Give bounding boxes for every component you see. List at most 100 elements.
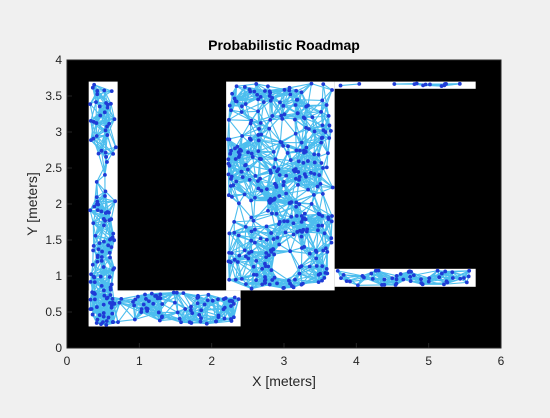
roadmap-edge: [318, 213, 326, 234]
roadmap-edge: [162, 292, 184, 305]
roadmap-edge: [281, 133, 297, 144]
roadmap-node: [293, 167, 298, 171]
roadmap-edge: [349, 278, 373, 283]
x-tick-label: 2: [208, 354, 215, 368]
roadmap-node: [116, 320, 120, 325]
roadmap-node: [108, 287, 113, 292]
roadmap-node: [284, 191, 289, 196]
roadmap-edge: [308, 124, 330, 130]
roadmap-node: [355, 283, 360, 288]
roadmap-edge: [315, 250, 320, 275]
roadmap-node: [439, 271, 444, 276]
roadmap-node: [272, 197, 276, 202]
roadmap-node: [295, 97, 300, 102]
roadmap-node: [101, 311, 106, 315]
roadmap-node: [103, 128, 108, 133]
roadmap-edge: [89, 104, 95, 122]
roadmap-edge: [268, 128, 275, 152]
roadmap-node: [111, 231, 116, 236]
chart-title: Probabilistic Roadmap: [208, 37, 360, 53]
roadmap-node: [306, 127, 311, 131]
roadmap-node: [294, 200, 299, 205]
roadmap-node: [189, 304, 193, 309]
roadmap-edge: [100, 150, 106, 175]
roadmap-edge: [301, 230, 317, 251]
roadmap-edge: [238, 234, 261, 240]
roadmap-node: [312, 152, 317, 157]
roadmap-edge: [309, 266, 323, 282]
roadmap-node: [132, 303, 137, 308]
roadmap-node: [234, 84, 239, 89]
roadmap-edge: [228, 164, 247, 175]
roadmap-node: [102, 88, 107, 93]
roadmap-node: [278, 100, 282, 105]
roadmap-node: [240, 104, 244, 109]
roadmap-edge: [303, 217, 325, 234]
roadmap-node: [442, 282, 446, 287]
roadmap-edge: [96, 135, 100, 154]
roadmap-node: [249, 118, 254, 123]
roadmap-edge: [161, 311, 178, 317]
roadmap-node: [99, 148, 104, 153]
x-tick-label: 3: [281, 354, 288, 368]
roadmap-edge: [283, 220, 295, 235]
roadmap-node: [199, 308, 204, 313]
roadmap-edge: [421, 282, 444, 285]
roadmap-node: [320, 192, 325, 196]
y-tick-label: 4: [55, 53, 62, 67]
roadmap-edge: [236, 85, 259, 100]
roadmap-edge: [413, 270, 438, 276]
roadmap-node: [281, 143, 285, 148]
roadmap-node: [111, 151, 116, 156]
roadmap-node: [263, 264, 268, 269]
roadmap-edge: [299, 250, 317, 268]
roadmap-edge: [271, 213, 278, 238]
roadmap-node: [110, 235, 115, 240]
roadmap-node: [177, 316, 182, 321]
roadmap-node: [237, 253, 242, 258]
roadmap-node: [222, 305, 227, 310]
roadmap-node: [309, 170, 313, 175]
roadmap-node: [94, 180, 99, 184]
roadmap-edge: [238, 202, 252, 218]
roadmap-edge: [252, 156, 256, 176]
roadmap-node: [256, 138, 261, 143]
roadmap-node: [320, 214, 325, 218]
roadmap-node: [97, 241, 102, 246]
roadmap-node: [157, 295, 162, 300]
roadmap-edge: [315, 233, 326, 251]
roadmap-node: [243, 224, 248, 229]
roadmap-node: [304, 145, 309, 150]
roadmap-node: [330, 214, 334, 218]
roadmap-node: [267, 282, 272, 287]
roadmap-node: [274, 211, 279, 216]
roadmap-node: [330, 185, 335, 190]
roadmap-edge: [273, 237, 278, 255]
roadmap-edge: [89, 93, 98, 105]
roadmap-node: [293, 117, 297, 122]
roadmap-edge: [256, 83, 269, 87]
roadmap-node: [251, 272, 256, 277]
roadmap-node: [242, 248, 247, 253]
roadmap-node: [283, 230, 288, 235]
roadmap-node: [299, 214, 304, 218]
roadmap-edge: [307, 160, 320, 176]
roadmap-node: [277, 194, 282, 198]
roadmap-edge: [244, 165, 251, 180]
roadmap-edge: [90, 139, 107, 158]
roadmap-edge: [260, 102, 265, 124]
roadmap-node: [88, 208, 93, 213]
roadmap-node: [111, 320, 115, 324]
roadmap-edge: [98, 153, 106, 176]
roadmap-node: [249, 215, 254, 220]
roadmap-edge: [306, 231, 311, 254]
roadmap-edge: [227, 261, 230, 280]
x-tick-label: 1: [136, 354, 143, 368]
roadmap-node: [450, 270, 455, 275]
roadmap-edge: [304, 100, 323, 119]
roadmap-edge: [283, 181, 297, 203]
roadmap-edge: [290, 216, 308, 230]
roadmap-edge: [159, 318, 180, 322]
roadmap-node: [104, 322, 109, 327]
